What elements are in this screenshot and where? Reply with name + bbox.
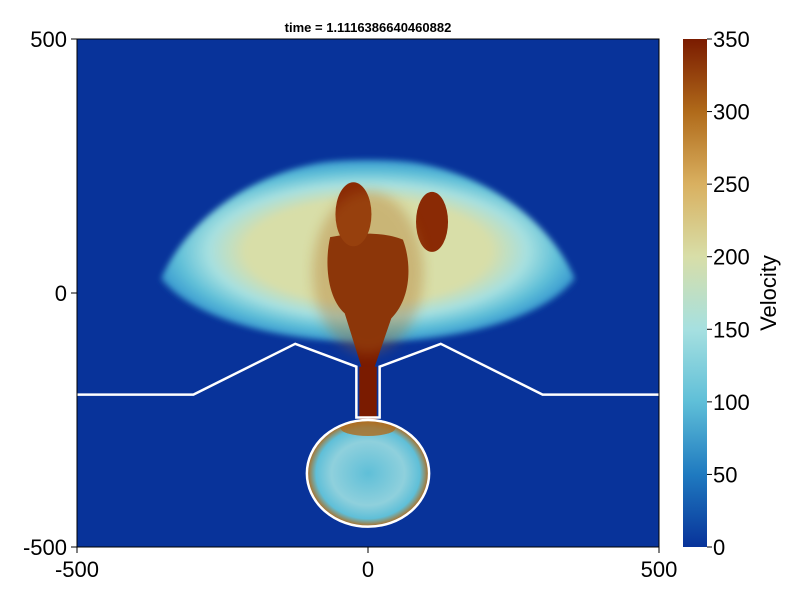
y-tick-label: 500 bbox=[30, 27, 67, 52]
colorbar-tick-label: 50 bbox=[713, 462, 737, 487]
conduit bbox=[359, 366, 377, 420]
y-axis: -500 0 500 bbox=[23, 27, 77, 560]
y-tick-label: -500 bbox=[23, 535, 67, 560]
chamber-boundary bbox=[305, 418, 431, 528]
colorbar-tick-label: 300 bbox=[713, 100, 750, 125]
chamber-top-hot bbox=[340, 420, 396, 437]
x-axis: -500 0 500 bbox=[55, 547, 677, 582]
colorbar-label: Velocity bbox=[756, 255, 781, 331]
chart-title: time = 1.1116386640460882 bbox=[285, 20, 452, 35]
plume-lobe bbox=[416, 191, 449, 252]
x-tick-label: 0 bbox=[362, 557, 374, 582]
colorbar-tick-label: 350 bbox=[713, 27, 750, 52]
colorbar-tick-label: 150 bbox=[713, 317, 750, 342]
x-tick-label: 500 bbox=[641, 557, 678, 582]
velocity-field bbox=[77, 158, 659, 547]
colorbar-tick-label: 250 bbox=[713, 172, 750, 197]
plot-area bbox=[77, 39, 659, 547]
colorbar-tick-label: 100 bbox=[713, 390, 750, 415]
colorbar-gradient bbox=[683, 39, 707, 547]
chamber-fill bbox=[306, 420, 430, 527]
y-tick-label: 0 bbox=[55, 281, 67, 306]
x-tick-label: -500 bbox=[55, 557, 99, 582]
colorbar-ticks: 0 50 100 150 200 250 300 350 bbox=[707, 27, 750, 560]
core-halo bbox=[312, 191, 424, 354]
colorbar: 0 50 100 150 200 250 300 350 Velocity bbox=[683, 27, 781, 560]
colorbar-tick-label: 200 bbox=[713, 245, 750, 270]
colorbar-tick-label: 0 bbox=[713, 535, 725, 560]
boundary-polyline bbox=[77, 342, 659, 419]
